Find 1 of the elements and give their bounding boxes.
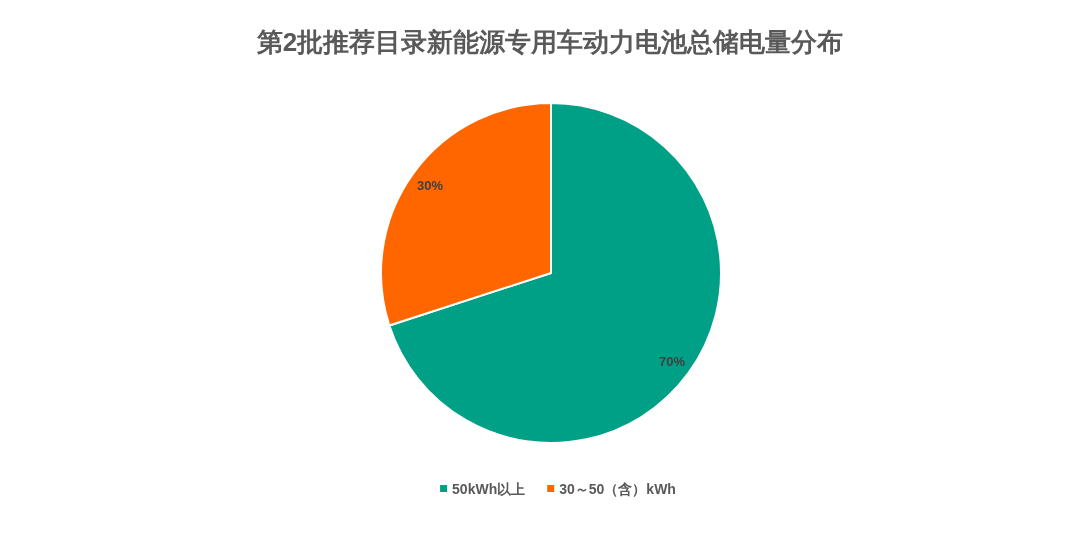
title: 第2批推荐目录新能源专用车动力电池总储电量分布 bbox=[256, 27, 844, 57]
